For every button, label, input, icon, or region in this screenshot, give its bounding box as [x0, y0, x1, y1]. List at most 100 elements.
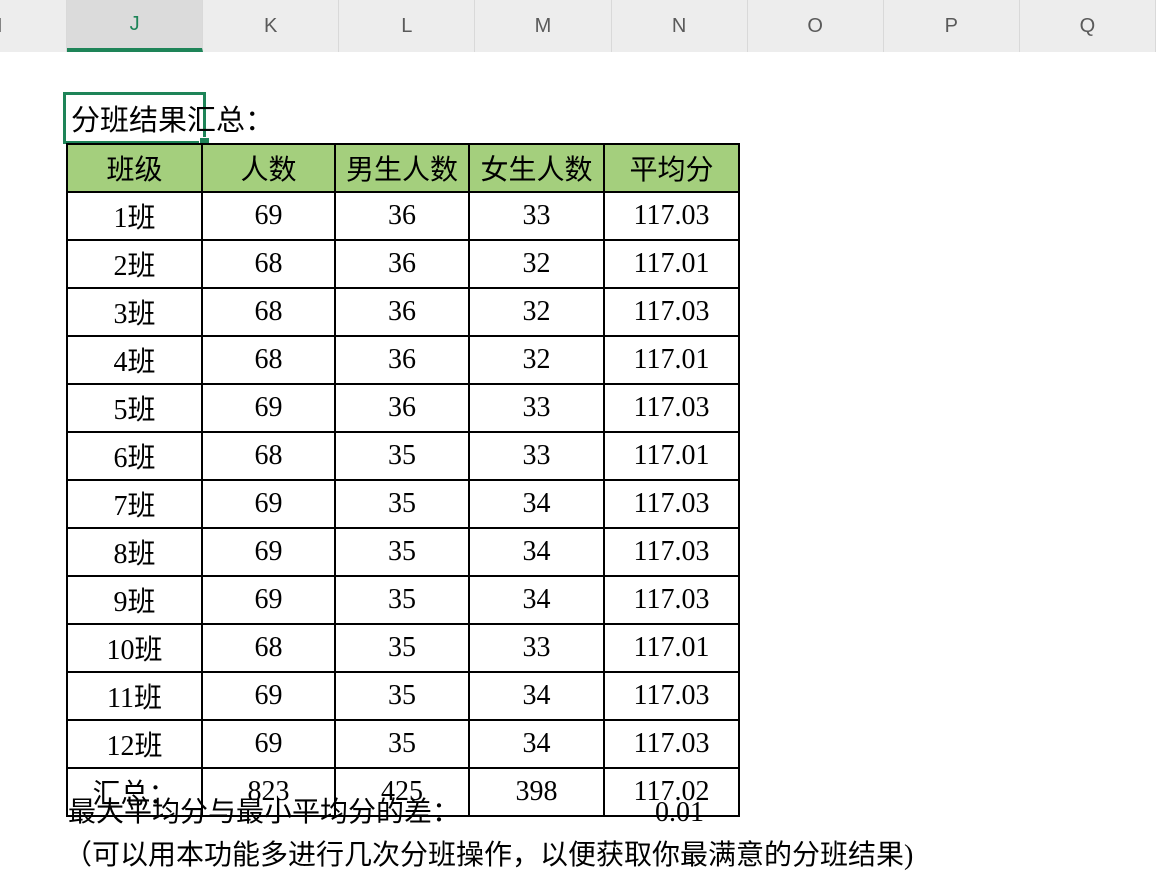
cell[interactable]: 9班 [66, 575, 203, 625]
cell[interactable]: 117.03 [603, 479, 740, 529]
table-header-row: 班级 人数 男生人数 女生人数 平均分 [66, 143, 740, 193]
cell[interactable]: 117.03 [603, 575, 740, 625]
table-row: 9班 69 35 34 117.03 [66, 575, 740, 625]
cell[interactable]: 34 [468, 479, 605, 529]
cell[interactable]: 69 [201, 527, 336, 577]
cell[interactable]: 12班 [66, 719, 203, 769]
cell[interactable]: 68 [201, 239, 336, 289]
table-row: 6班 68 35 33 117.01 [66, 431, 740, 481]
cell[interactable]: 34 [468, 575, 605, 625]
summary-table: 班级 人数 男生人数 女生人数 平均分 1班 69 36 33 117.03 2班 68 36 32 117… [66, 143, 740, 817]
column-header-K[interactable]: K [203, 0, 340, 52]
cell[interactable]: 36 [334, 191, 470, 241]
active-cell-text: 分班结果汇总： [71, 105, 275, 137]
cell[interactable]: 68 [201, 431, 336, 481]
cell[interactable]: 117.01 [603, 239, 740, 289]
cell[interactable]: 68 [201, 623, 336, 673]
cell[interactable]: 32 [468, 335, 605, 385]
column-header-P[interactable]: P [884, 0, 1020, 52]
cell[interactable]: 35 [334, 575, 470, 625]
cell[interactable]: 117.03 [603, 719, 740, 769]
cell[interactable]: 117.03 [603, 287, 740, 337]
cell[interactable]: 10班 [66, 623, 203, 673]
table-header-cell[interactable]: 女生人数 [468, 143, 605, 193]
column-header-label: Q [1079, 14, 1096, 37]
cell[interactable]: 69 [201, 191, 336, 241]
cell[interactable]: 33 [468, 191, 605, 241]
cell[interactable]: 7班 [66, 479, 203, 529]
sheet-area[interactable]: 分班结果汇总： 班级 人数 男生人数 女生人数 平均分 1班 69 36 33 117.03 2班 6… [0, 52, 1156, 876]
cell[interactable]: 11班 [66, 671, 203, 721]
cell[interactable]: 33 [468, 623, 605, 673]
column-header-label: I [0, 15, 3, 38]
column-header-Q[interactable]: Q [1020, 0, 1156, 52]
cell[interactable]: 68 [201, 335, 336, 385]
cell[interactable]: 2班 [66, 239, 203, 289]
cell[interactable]: 35 [334, 431, 470, 481]
cell[interactable]: 32 [468, 239, 605, 289]
cell[interactable]: 33 [468, 431, 605, 481]
column-header-label: L [401, 14, 413, 37]
cell[interactable]: 117.02 [603, 767, 740, 817]
cell[interactable]: 69 [201, 383, 336, 433]
cell[interactable]: 69 [201, 719, 336, 769]
cell[interactable]: 35 [334, 527, 470, 577]
table-header-cell[interactable]: 平均分 [603, 143, 740, 193]
column-header-I[interactable]: I [0, 0, 67, 52]
cell[interactable]: 36 [334, 335, 470, 385]
cell[interactable]: 68 [201, 287, 336, 337]
cell[interactable]: 117.01 [603, 431, 740, 481]
cell[interactable]: 35 [334, 479, 470, 529]
cell[interactable]: 汇总： [66, 767, 203, 817]
cell[interactable]: 117.03 [603, 383, 740, 433]
table-row: 11班 69 35 34 117.03 [66, 671, 740, 721]
cell[interactable]: 69 [201, 479, 336, 529]
cell[interactable]: 6班 [66, 431, 203, 481]
cell[interactable]: 35 [334, 671, 470, 721]
table-row: 2班 68 36 32 117.01 [66, 239, 740, 289]
table-row: 1班 69 36 33 117.03 [66, 191, 740, 241]
cell[interactable]: 35 [334, 623, 470, 673]
column-header-label: P [944, 14, 958, 37]
cell[interactable]: 117.01 [603, 335, 740, 385]
cell[interactable]: 117.03 [603, 527, 740, 577]
table-header-cell[interactable]: 人数 [201, 143, 336, 193]
cell[interactable]: 117.03 [603, 191, 740, 241]
cell[interactable]: 117.03 [603, 671, 740, 721]
table-row: 汇总： 823 425 398 117.02 [66, 767, 740, 817]
cell[interactable]: 69 [201, 671, 336, 721]
footer-note[interactable]: （可以用本功能多进行几次分班操作，以便获取你最满意的分班结果) [64, 840, 914, 871]
cell[interactable]: 823 [201, 767, 336, 817]
column-header-N[interactable]: N [612, 0, 748, 52]
cell[interactable]: 34 [468, 527, 605, 577]
column-header-O[interactable]: O [748, 0, 884, 52]
cell[interactable]: 117.01 [603, 623, 740, 673]
cell[interactable]: 32 [468, 287, 605, 337]
table-row: 4班 68 36 32 117.01 [66, 335, 740, 385]
cell[interactable]: 33 [468, 383, 605, 433]
cell[interactable]: 35 [334, 719, 470, 769]
active-cell-selection[interactable]: 分班结果汇总： [63, 92, 274, 148]
cell[interactable]: 8班 [66, 527, 203, 577]
cell[interactable]: 36 [334, 287, 470, 337]
column-header-L[interactable]: L [339, 0, 476, 52]
cell[interactable]: 398 [468, 767, 605, 817]
table-header-cell[interactable]: 班级 [66, 143, 203, 193]
cell[interactable]: 4班 [66, 335, 203, 385]
cell[interactable]: 34 [468, 719, 605, 769]
column-header-M[interactable]: M [475, 0, 612, 52]
diff-value[interactable]: 0.01 [655, 797, 704, 828]
diff-label[interactable]: 最大平均分与最小平均分的差： [68, 797, 461, 828]
cell[interactable]: 3班 [66, 287, 203, 337]
cell[interactable]: 425 [334, 767, 470, 817]
cell[interactable]: 36 [334, 239, 470, 289]
cell[interactable]: 69 [201, 575, 336, 625]
column-header-J[interactable]: J [67, 0, 204, 52]
cell[interactable]: 34 [468, 671, 605, 721]
cell[interactable]: 1班 [66, 191, 203, 241]
table-row: 8班 69 35 34 117.03 [66, 527, 740, 577]
cell[interactable]: 36 [334, 383, 470, 433]
table-header-cell[interactable]: 男生人数 [334, 143, 470, 193]
cell[interactable]: 5班 [66, 383, 203, 433]
table-row: 12班 69 35 34 117.03 [66, 719, 740, 769]
